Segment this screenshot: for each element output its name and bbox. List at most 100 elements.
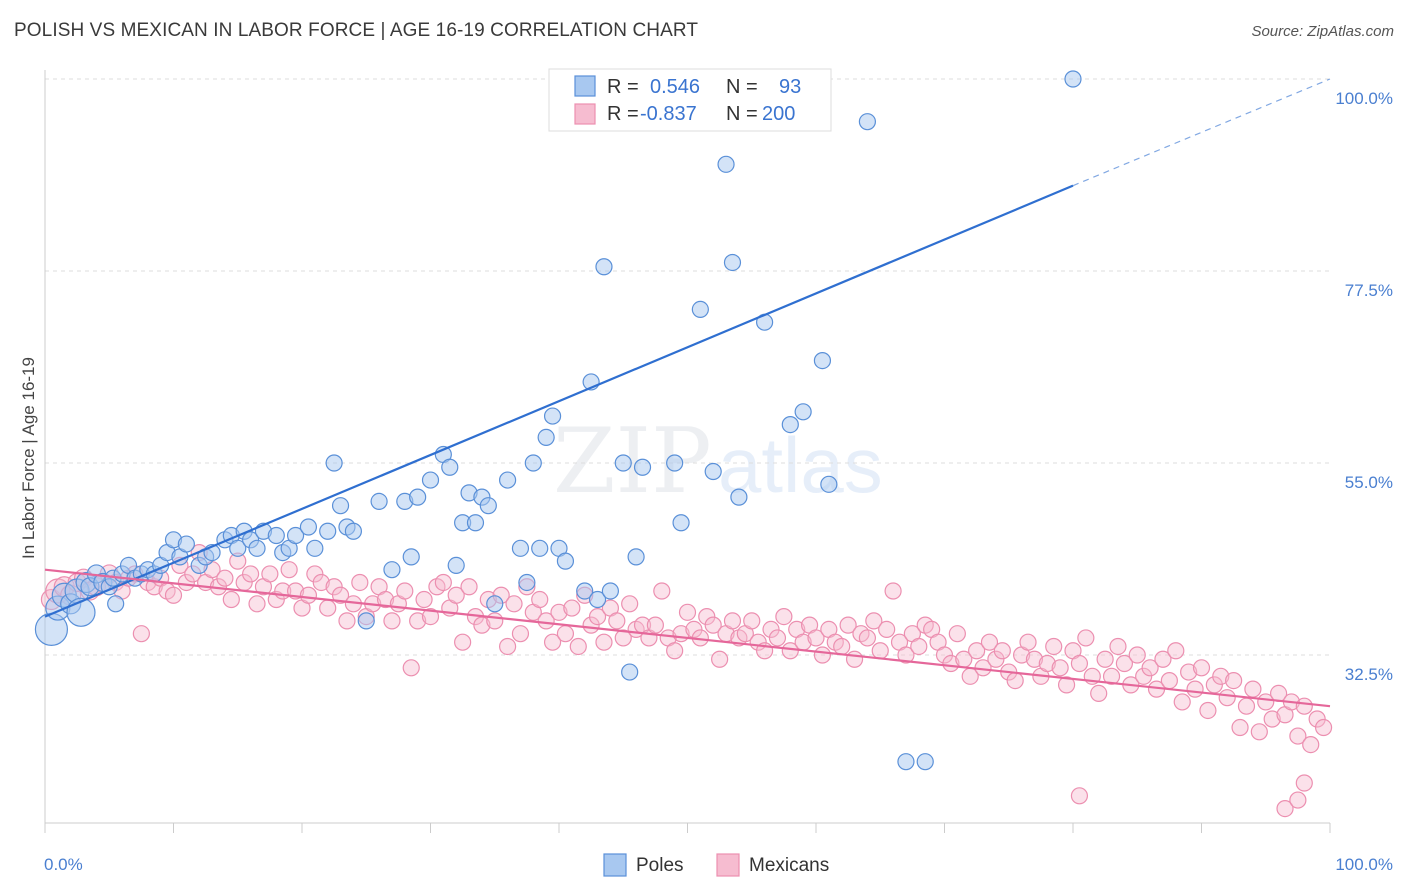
mexicans-point bbox=[454, 633, 472, 651]
mexicans-point bbox=[569, 637, 587, 656]
mexicans-point bbox=[1038, 654, 1056, 673]
mexicans-point bbox=[216, 569, 234, 587]
poles-trend-extension bbox=[1072, 78, 1331, 187]
mexicans-point bbox=[1128, 646, 1146, 664]
mexicans-point bbox=[460, 578, 478, 596]
series-label-poles: Poles bbox=[636, 855, 684, 876]
x-tick-label: 0.0% bbox=[44, 855, 83, 874]
mexicans-point bbox=[261, 565, 279, 583]
poles-point bbox=[421, 471, 440, 489]
poles-point bbox=[486, 595, 504, 613]
poles-point bbox=[383, 561, 401, 579]
poles-point bbox=[717, 155, 735, 173]
mexicans-point bbox=[621, 595, 639, 613]
mexicans-point bbox=[1115, 654, 1134, 673]
mexicans-point bbox=[762, 620, 780, 639]
series-legend: Poles Mexicans bbox=[603, 853, 829, 877]
mexicans-point bbox=[1096, 650, 1114, 668]
trend-lines bbox=[44, 78, 1331, 708]
mexicans-point bbox=[968, 642, 986, 660]
mexicans-point bbox=[543, 633, 562, 651]
mexicans-point bbox=[723, 612, 742, 630]
poles-point bbox=[723, 253, 742, 272]
mexicans-point bbox=[531, 590, 549, 609]
mexicans-point bbox=[588, 607, 607, 626]
mexicans-point bbox=[550, 603, 568, 621]
mexicans-point bbox=[312, 573, 330, 592]
poles-point bbox=[409, 488, 427, 506]
legend-n-label-mexicans: N = bbox=[726, 103, 758, 125]
poles-point bbox=[344, 522, 362, 540]
legend-r-label-poles: R = bbox=[607, 76, 639, 98]
poles-point bbox=[595, 258, 613, 276]
mexicans-point bbox=[299, 586, 318, 604]
mexicans-point bbox=[685, 620, 703, 639]
mexicans-point bbox=[402, 659, 420, 677]
mexicans-point bbox=[1160, 671, 1178, 690]
mexicans-point bbox=[1102, 667, 1121, 685]
poles-point bbox=[511, 539, 530, 557]
mexicans-point bbox=[1212, 667, 1230, 685]
mexicans-point bbox=[897, 646, 915, 664]
mexicans-point bbox=[942, 654, 960, 673]
mexicans-point bbox=[1141, 659, 1159, 677]
poles-point bbox=[286, 526, 305, 545]
poles-point bbox=[177, 535, 195, 553]
legend-n-value-mexicans: 200 bbox=[762, 103, 795, 125]
legend-r-value-mexicans: -0.837 bbox=[640, 103, 697, 125]
poles-point bbox=[858, 113, 877, 131]
poles-point bbox=[248, 539, 266, 557]
mexicans-point bbox=[222, 590, 240, 609]
poles-point bbox=[447, 556, 465, 575]
poles-point bbox=[672, 514, 690, 532]
y-tick-label: 55.0% bbox=[1345, 473, 1393, 492]
poles-point bbox=[601, 582, 620, 600]
poles-point bbox=[621, 663, 639, 681]
legend-n-label-poles: N = bbox=[726, 76, 758, 98]
mexicans-point bbox=[1218, 689, 1236, 707]
mexicans-point bbox=[595, 633, 613, 651]
mexicans-point bbox=[1070, 787, 1089, 805]
mexicans-point bbox=[993, 642, 1011, 660]
mexicans-point bbox=[678, 603, 697, 621]
mexicans-point bbox=[499, 637, 517, 656]
poles-point bbox=[524, 454, 542, 472]
poles-point bbox=[781, 416, 799, 434]
mexicans-point bbox=[1225, 671, 1243, 690]
poles-point bbox=[531, 539, 549, 557]
stats-legend: R = 0.546 N = 93 R = -0.837 N = 200 bbox=[548, 68, 832, 132]
mexicans-point bbox=[415, 590, 433, 609]
poles-point bbox=[556, 552, 575, 570]
mexicans-points bbox=[40, 543, 1333, 818]
poles-point bbox=[820, 475, 838, 493]
mexicans-point bbox=[1237, 697, 1256, 715]
mexicans-point bbox=[1295, 774, 1313, 792]
mexicans-point bbox=[608, 612, 626, 630]
mexicans-point bbox=[1154, 650, 1172, 668]
mexicans-point bbox=[910, 637, 928, 656]
mexicans-point bbox=[1302, 735, 1320, 754]
poles-point bbox=[331, 497, 350, 515]
poles-point bbox=[479, 497, 497, 515]
poles-point bbox=[576, 582, 594, 600]
mexicans-point bbox=[711, 650, 729, 668]
mexicans-point bbox=[1192, 659, 1211, 677]
mexicans-point bbox=[1135, 667, 1153, 685]
poles-point bbox=[614, 454, 632, 472]
y-tick-labels: 32.5% 55.0% 77.5% 100.0% bbox=[1335, 89, 1393, 684]
mexicans-point bbox=[1077, 629, 1095, 647]
mexicans-point bbox=[1167, 642, 1185, 660]
mexicans-point bbox=[376, 590, 395, 609]
poles-point bbox=[704, 462, 722, 481]
poles-point bbox=[441, 458, 459, 476]
mexicans-point bbox=[1263, 710, 1281, 728]
mexicans-point bbox=[865, 612, 883, 630]
poles-point bbox=[107, 595, 125, 613]
y-tick-label: 32.5% bbox=[1345, 665, 1393, 684]
mexicans-point bbox=[132, 625, 150, 643]
mexicans-point bbox=[242, 565, 260, 583]
mexicans-point bbox=[768, 629, 787, 647]
mexicans-point bbox=[306, 565, 324, 583]
mexicans-point bbox=[845, 650, 864, 668]
watermark-zip: ZIP bbox=[553, 409, 712, 514]
